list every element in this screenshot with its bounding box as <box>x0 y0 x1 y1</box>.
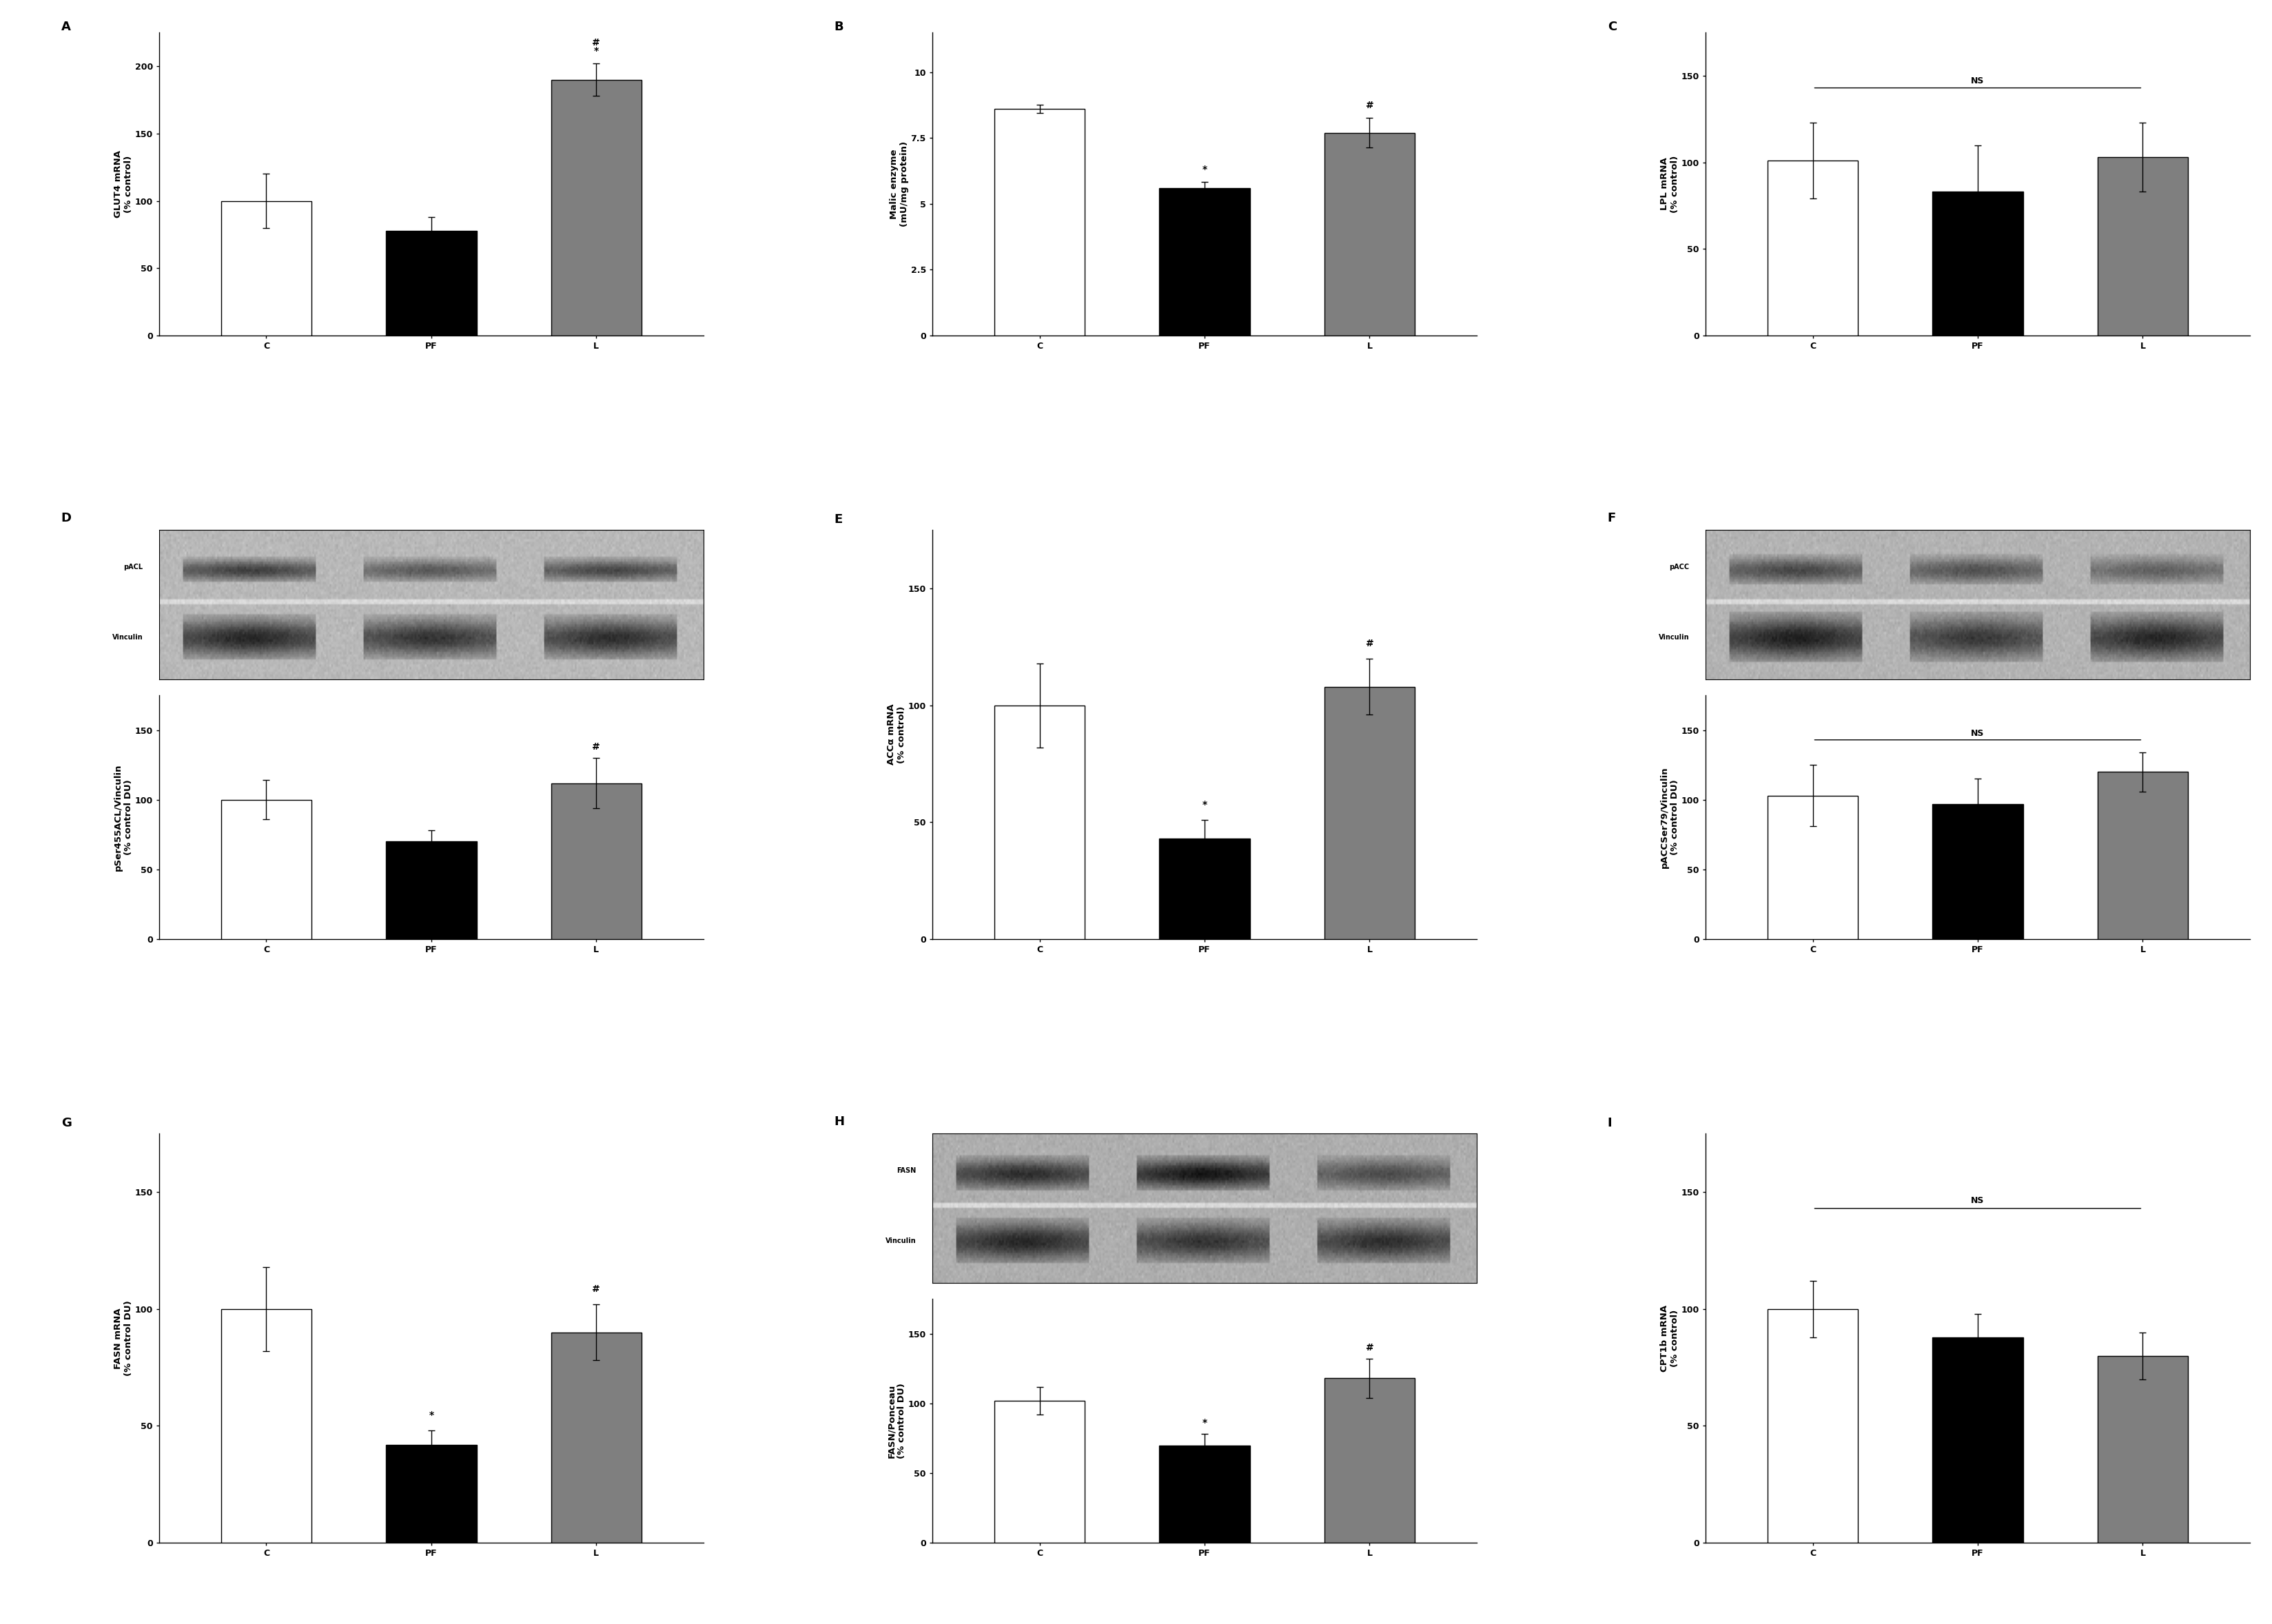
Text: Vinculin: Vinculin <box>1659 635 1688 641</box>
Bar <box>386 1445 477 1543</box>
Y-axis label: FASN/Ponceau
(% control DU): FASN/Ponceau (% control DU) <box>886 1384 907 1458</box>
Text: *: * <box>429 1411 434 1421</box>
Bar <box>1325 1379 1415 1543</box>
Text: #
*: # * <box>593 37 600 55</box>
Bar <box>2097 158 2188 336</box>
Text: FASN: FASN <box>895 1168 916 1174</box>
Bar <box>1931 1337 2022 1543</box>
Text: NS: NS <box>1970 1197 1983 1205</box>
Bar <box>220 799 311 939</box>
Bar <box>1768 1309 1858 1543</box>
Bar <box>1159 1445 1250 1543</box>
Text: Vinculin: Vinculin <box>111 635 143 641</box>
Y-axis label: pSer455ACL/Vinculin
(% control DU): pSer455ACL/Vinculin (% control DU) <box>114 763 132 870</box>
Text: *: * <box>1202 1418 1206 1427</box>
Y-axis label: GLUT4 mRNA
(% control): GLUT4 mRNA (% control) <box>114 151 132 218</box>
Text: B: B <box>834 21 843 32</box>
Y-axis label: ACCα mRNA
(% control): ACCα mRNA (% control) <box>886 705 907 765</box>
Bar <box>993 109 1084 336</box>
Text: I: I <box>1606 1117 1611 1130</box>
Y-axis label: FASN mRNA
(% control DU): FASN mRNA (% control DU) <box>114 1301 132 1376</box>
Bar <box>1768 161 1858 336</box>
Bar <box>2097 771 2188 939</box>
Text: NS: NS <box>1970 76 1983 86</box>
Text: #: # <box>593 742 600 752</box>
Y-axis label: pACCSer79/Vinculin
(% control DU): pACCSer79/Vinculin (% control DU) <box>1659 767 1679 869</box>
Bar <box>550 783 641 939</box>
Text: C: C <box>1606 21 1615 32</box>
Bar <box>220 201 311 336</box>
Text: H: H <box>834 1116 845 1129</box>
Bar <box>550 80 641 336</box>
Text: *: * <box>1202 166 1206 175</box>
Y-axis label: CPT1b mRNA
(% control): CPT1b mRNA (% control) <box>1659 1304 1679 1372</box>
Text: #: # <box>1365 101 1372 110</box>
Bar <box>993 705 1084 939</box>
Text: F: F <box>1606 512 1615 525</box>
Text: #: # <box>1365 1343 1372 1353</box>
Text: *: * <box>1202 801 1206 810</box>
Bar <box>220 1309 311 1543</box>
Bar <box>1931 804 2022 939</box>
Y-axis label: LPL mRNA
(% control): LPL mRNA (% control) <box>1659 156 1679 213</box>
Bar <box>1159 188 1250 336</box>
Bar <box>993 1400 1084 1543</box>
Text: Vinculin: Vinculin <box>884 1237 916 1244</box>
Bar <box>386 841 477 939</box>
Text: E: E <box>834 513 843 526</box>
Text: pACL: pACL <box>123 564 143 570</box>
Text: G: G <box>61 1117 70 1130</box>
Text: pACC: pACC <box>1668 564 1688 570</box>
Bar <box>1768 796 1858 939</box>
Bar <box>1325 133 1415 336</box>
Text: A: A <box>61 21 70 32</box>
Text: #: # <box>593 1285 600 1294</box>
Bar <box>2097 1356 2188 1543</box>
Text: D: D <box>61 512 70 525</box>
Y-axis label: Malic enzyme
(mU/mg protein): Malic enzyme (mU/mg protein) <box>888 141 909 227</box>
Text: NS: NS <box>1970 729 1983 737</box>
Bar <box>550 1332 641 1543</box>
Bar <box>1159 838 1250 939</box>
Bar <box>1325 687 1415 939</box>
Bar <box>386 231 477 336</box>
Bar <box>1931 192 2022 336</box>
Text: #: # <box>1365 638 1372 648</box>
